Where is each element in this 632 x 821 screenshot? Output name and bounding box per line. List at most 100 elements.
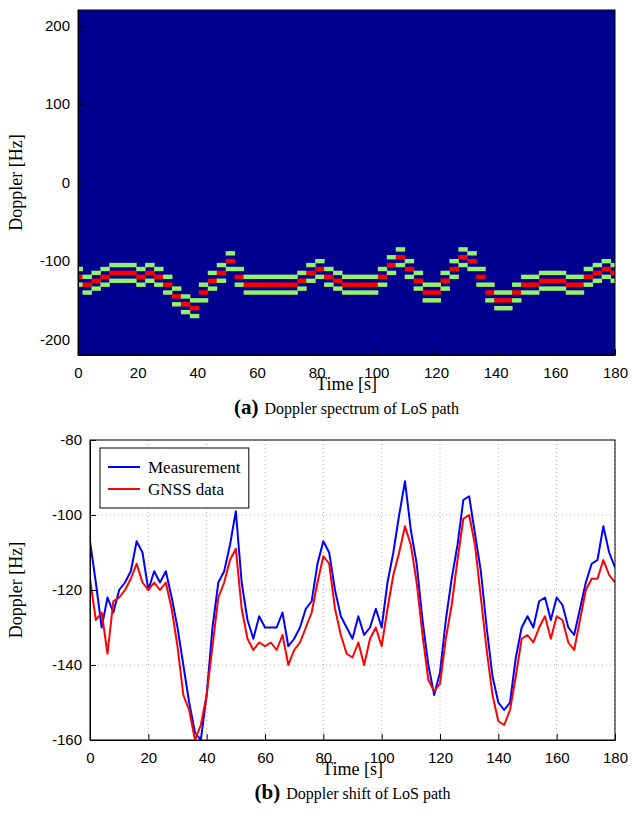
legend-box xyxy=(100,448,249,508)
heatmap-cell xyxy=(154,282,163,286)
heatmap-cell xyxy=(261,275,270,279)
heatmap-cell xyxy=(557,271,566,275)
heatmap-cell xyxy=(342,290,351,294)
x-tick: 40 xyxy=(199,734,216,766)
x-tick: 40 xyxy=(189,349,206,381)
heatmap-cell xyxy=(127,271,136,275)
y-tick-label: -140 xyxy=(52,656,82,673)
heatmap-cell xyxy=(288,290,297,294)
grid-line xyxy=(440,440,441,740)
x-tick-mark xyxy=(207,734,208,740)
heatmap-cell xyxy=(190,314,199,318)
heatmap-cell xyxy=(181,310,190,314)
y-tick: 200 xyxy=(45,17,84,34)
heatmap-background xyxy=(78,10,615,355)
heatmap-cell xyxy=(458,255,467,259)
y-tick-mark xyxy=(90,440,96,441)
heatmap-cell xyxy=(235,275,244,279)
x-tick-label: 180 xyxy=(603,364,628,381)
heatmap-cell xyxy=(190,306,199,310)
heatmap-cell xyxy=(512,282,521,286)
y-tick-label: 100 xyxy=(45,95,70,112)
heatmap-cell xyxy=(109,271,118,275)
heatmap-cell xyxy=(181,302,190,306)
heatmap-cell xyxy=(82,290,91,294)
x-tick-label: 40 xyxy=(189,364,206,381)
x-tick-mark xyxy=(138,349,139,355)
panel-title: Doppler spectrum of LoS path xyxy=(264,400,459,418)
heatmap-cell xyxy=(360,290,369,294)
heatmap-cell xyxy=(503,306,512,310)
grid-line xyxy=(90,515,615,516)
heatmap-cell xyxy=(530,290,539,294)
heatmap-cell xyxy=(458,247,467,251)
heatmap-cell xyxy=(127,263,136,267)
y-tick-label: -120 xyxy=(52,581,82,598)
heatmap-cell xyxy=(378,282,387,286)
heatmap-cell xyxy=(485,298,494,302)
heatmap-cell xyxy=(414,286,423,290)
heatmap-cell xyxy=(136,267,145,271)
plot-area xyxy=(78,10,615,355)
heatmap-cell xyxy=(136,275,145,279)
heatmap-cell xyxy=(360,282,369,286)
heatmap-cell xyxy=(602,267,611,271)
heatmap-cell xyxy=(342,282,351,286)
heatmap-cell xyxy=(226,259,235,263)
heatmap-cell xyxy=(440,286,449,290)
heatmap-cell xyxy=(423,290,432,294)
heatmap-cell xyxy=(521,282,530,286)
heatmap-cell xyxy=(297,271,306,275)
heatmap-cell xyxy=(208,286,217,290)
heatmap-cell xyxy=(584,275,593,279)
x-tick: 20 xyxy=(130,349,147,381)
heatmap-cell xyxy=(333,286,342,290)
heatmap-cell xyxy=(396,263,405,267)
heatmap-cell xyxy=(297,279,306,283)
heatmap-cell xyxy=(145,271,154,275)
heatmap-cell xyxy=(423,282,432,286)
y-tick-mark xyxy=(90,665,96,666)
heatmap-cell xyxy=(279,282,288,286)
heatmap-cell xyxy=(557,286,566,290)
y-tick: -80 xyxy=(60,431,96,448)
heatmap-cell xyxy=(467,267,476,271)
x-tick-mark xyxy=(265,734,266,740)
heatmap-cell xyxy=(611,271,615,275)
heatmap-cell xyxy=(476,282,485,286)
heatmap-cell xyxy=(485,290,494,294)
y-tick-mark xyxy=(90,590,96,591)
grid-line xyxy=(265,440,266,740)
y-tick-mark xyxy=(78,26,84,27)
heatmap-cell xyxy=(611,279,615,283)
y-tick: -140 xyxy=(52,656,96,673)
x-tick-label: 120 xyxy=(428,749,453,766)
heatmap-cell xyxy=(324,282,333,286)
heatmap-cell xyxy=(485,282,494,286)
y-tick: 0 xyxy=(62,174,84,191)
x-tick-label: 160 xyxy=(545,749,570,766)
x-tick: 20 xyxy=(140,734,157,766)
x-tick: 60 xyxy=(249,349,266,381)
plot-area xyxy=(90,481,615,740)
heatmap-cell xyxy=(405,259,414,263)
heatmap-cell xyxy=(351,282,360,286)
plot-frame xyxy=(90,440,615,740)
legend-swatch xyxy=(108,466,140,468)
heatmap-cell xyxy=(396,255,405,259)
x-tick: 160 xyxy=(543,349,568,381)
x-axis-line xyxy=(79,355,616,356)
heatmap-cell xyxy=(306,279,315,283)
heatmap-cell xyxy=(270,282,279,286)
heatmap-cell xyxy=(566,282,575,286)
heatmap-cell xyxy=(449,275,458,279)
legend: MeasurementGNSS data xyxy=(100,448,249,508)
x-tick: 160 xyxy=(545,734,570,766)
heatmap-cell xyxy=(333,271,342,275)
y-tick: -120 xyxy=(52,581,96,598)
heatmap-cell xyxy=(575,275,584,279)
heatmap-cell xyxy=(217,271,226,275)
heatmap-cell xyxy=(369,290,378,294)
panel: 020406080100120140160180-200-1000100200T… xyxy=(6,10,628,419)
panel-label: (b) xyxy=(254,780,280,804)
